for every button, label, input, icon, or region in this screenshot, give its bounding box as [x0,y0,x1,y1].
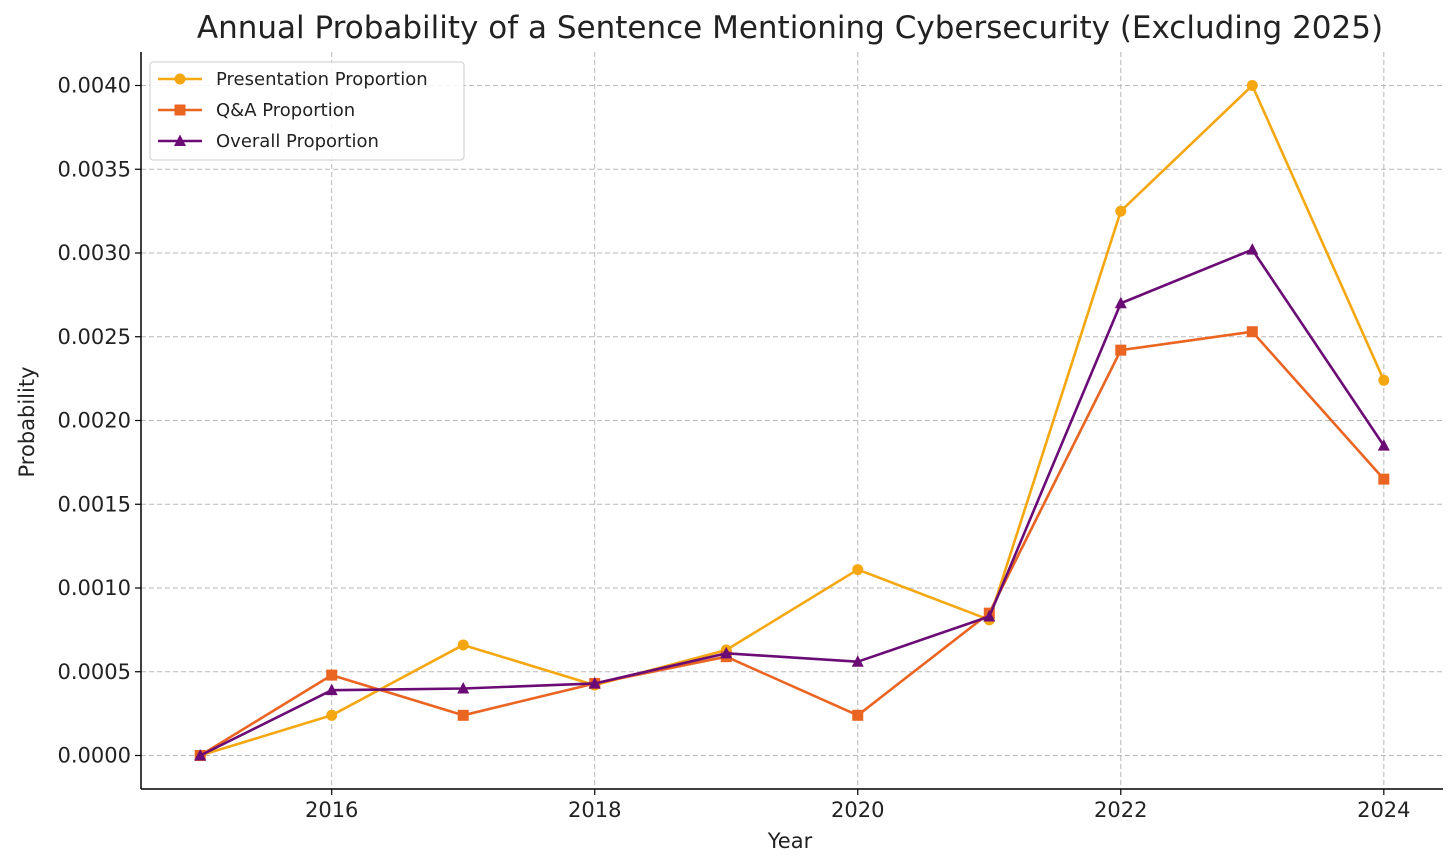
y-tick-label: 0.0040 [58,74,131,98]
data-point [457,639,469,651]
legend-frame [149,61,465,161]
x-axis-label: Year [767,829,813,853]
data-point [852,564,864,576]
data-point [457,709,469,721]
y-axis-label: Probability [15,366,39,477]
data-point [720,646,733,659]
data-point [1378,374,1390,386]
data-point [457,682,470,694]
y-tick-label: 0.0005 [58,660,131,684]
series-line [199,330,1385,757]
legend-entry: Q&A Proportion [158,100,355,121]
y-tick-label: 0.0015 [58,492,131,516]
data-point [1114,296,1127,309]
data-point [588,676,601,689]
y-tick-label: 0.0030 [58,241,131,265]
data-point [983,609,996,622]
series-2 [194,326,1390,761]
x-tick-label: 2016 [305,798,358,822]
y-tick-label: 0.0010 [58,576,131,600]
chart-title: Annual Probability of a Sentence Mention… [197,10,1383,46]
legend-marker [174,134,186,146]
data-point [326,709,338,721]
data-point [1246,326,1258,338]
gridlines [141,52,1443,789]
y-axis-ticks: 0.0000 0.0005 0.0010 0.0015 0.0020 0.0025 0.00… [58,74,141,768]
data-point [325,683,338,696]
x-tick-label: 2022 [1094,798,1147,822]
x-axis-ticks: 2016 2018 2020 2022 2024 [305,789,1411,822]
series-3 [194,243,1390,761]
data-point [194,749,207,761]
data-point [1115,344,1127,356]
legend-label: Overall Proportion [216,131,379,152]
y-tick-label: 0.0025 [58,325,131,349]
series-layer [194,80,1390,761]
legend-entry: Presentation Proportion [158,69,428,90]
data-point [1378,473,1390,485]
x-tick-label: 2020 [831,798,884,822]
data-point [1115,205,1127,217]
series-line [199,84,1386,757]
data-point [851,655,864,667]
x-tick-label: 2018 [568,798,621,822]
legend: Presentation Proportion Q&A Proportion Ove… [149,61,465,161]
x-tick-label: 2024 [1357,798,1410,822]
y-tick-label: 0.0000 [58,744,131,768]
y-tick-label: 0.0035 [58,157,131,181]
data-point [1246,243,1259,255]
data-point [1377,439,1390,451]
legend-label: Q&A Proportion [216,100,355,121]
data-point [1246,80,1258,91]
legend-marker [174,73,186,85]
legend-entry: Overall Proportion [158,131,379,152]
data-point [852,709,864,721]
y-tick-label: 0.0020 [58,409,131,433]
legend-marker [174,104,186,116]
series-line [199,248,1385,757]
data-point [326,669,338,681]
legend-label: Presentation Proportion [216,69,428,90]
